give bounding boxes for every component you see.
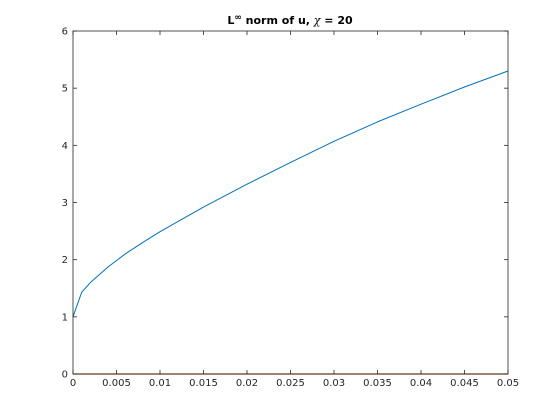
y-tick-label: 5 xyxy=(62,84,68,95)
x-tick-label: 0.02 xyxy=(236,378,258,389)
title-suffix: = 20 xyxy=(320,14,353,27)
x-tick-label: 0.05 xyxy=(497,378,519,389)
series-line-1 xyxy=(72,70,509,317)
x-tick-label: 0.015 xyxy=(189,378,218,389)
y-tick-label: 2 xyxy=(62,255,68,266)
y-tick-label: 1 xyxy=(62,312,68,323)
x-tick-label: 0.01 xyxy=(149,378,171,389)
title-prefix: L xyxy=(227,14,234,27)
x-tick-label: 0.045 xyxy=(450,378,479,389)
x-tick-label: 0.04 xyxy=(410,378,432,389)
x-tick-label: 0 xyxy=(70,378,76,389)
x-tick-label: 0.005 xyxy=(102,378,131,389)
chart-title: L∞ norm of u, χ = 20 xyxy=(227,13,353,27)
y-tick-label: 0 xyxy=(62,370,68,381)
title-middle: norm of u, xyxy=(242,14,314,27)
axes-layer: 0 0.005 0.01 0.015 0.02 0.025 0.03 0.035 0.04 0.0… xyxy=(62,27,520,390)
y-tick-label: 6 xyxy=(62,27,68,38)
plot-area xyxy=(73,31,508,374)
title-superscript: ∞ xyxy=(234,13,242,23)
title-symbol: χ xyxy=(313,14,322,27)
y-tick-label: 4 xyxy=(62,141,68,152)
y-tick-label: 3 xyxy=(62,198,68,209)
x-tick-label: 0.035 xyxy=(363,378,392,389)
x-tick-label: 0.025 xyxy=(276,378,305,389)
x-tick-label: 0.03 xyxy=(323,378,345,389)
